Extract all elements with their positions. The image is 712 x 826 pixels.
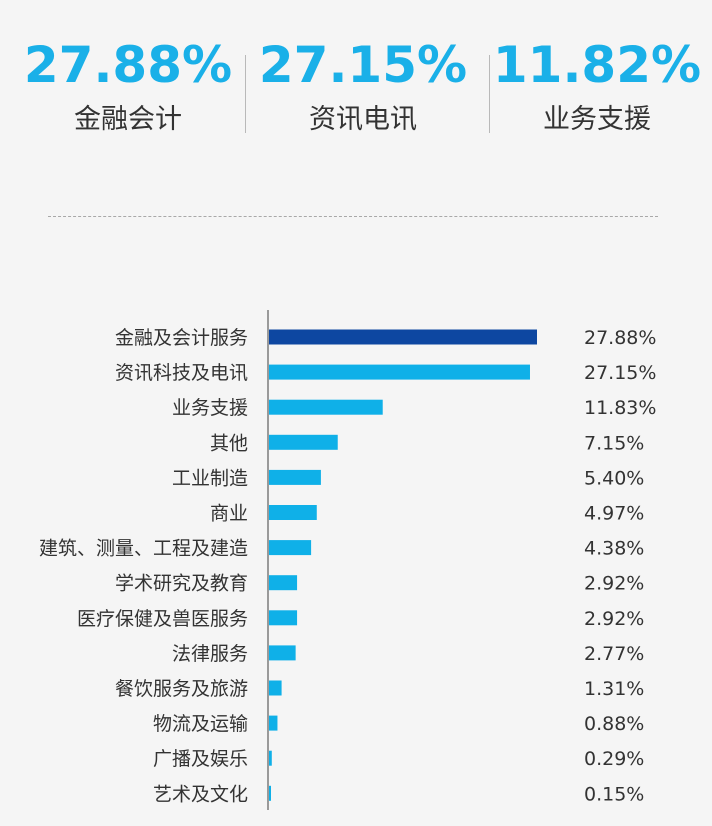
y-axis-line: [267, 310, 269, 810]
bar: [269, 750, 272, 766]
category-label: 法律服务: [172, 643, 248, 665]
category-label: 工业制造: [172, 467, 248, 489]
category-label: 业务支援: [172, 397, 248, 419]
value-label: 27.88%: [584, 327, 656, 349]
summary-stats: 27.88% 金融会计 27.15% 资讯电讯 11.82% 业务支援: [0, 30, 712, 150]
value-label: 7.15%: [584, 432, 644, 454]
stat-label: 业务支援: [543, 104, 651, 135]
value-label: 2.92%: [584, 573, 644, 595]
bar: [269, 575, 298, 591]
value-label: 11.83%: [584, 397, 656, 419]
stat-value: 27.88%: [23, 36, 233, 94]
stat-finance: 27.88% 金融会计: [13, 30, 243, 140]
bar: [269, 505, 317, 520]
category-label: 物流及运输: [153, 713, 248, 735]
bar: [269, 680, 282, 696]
bar: [269, 329, 537, 345]
stat-label: 金融会计: [74, 104, 182, 135]
category-label: 学术研究及教育: [115, 573, 248, 595]
value-label: 4.38%: [584, 538, 644, 560]
bar: [269, 434, 338, 450]
bar: [269, 540, 312, 556]
section-divider: [48, 216, 658, 217]
bar: [269, 645, 296, 661]
value-label: 27.15%: [584, 362, 656, 384]
value-label: 2.77%: [584, 643, 644, 665]
bar: [269, 785, 271, 801]
stat-it-telecom: 27.15% 资讯电讯: [248, 30, 478, 140]
value-label: 0.15%: [584, 783, 644, 805]
stat-value: 11.82%: [492, 36, 702, 94]
category-label: 医疗保健及兽医服务: [77, 608, 248, 630]
category-label: 金融及会计服务: [115, 327, 248, 349]
stat-label: 资讯电讯: [309, 104, 417, 135]
bar: [269, 715, 278, 731]
stat-divider: [489, 55, 490, 133]
category-label: 建筑、测量、工程及建造: [39, 538, 248, 560]
category-label: 资讯科技及电讯: [115, 362, 248, 384]
category-label: 广播及娱乐: [153, 748, 248, 770]
category-label: 艺术及文化: [153, 783, 248, 805]
value-label: 4.97%: [584, 503, 644, 525]
stat-value: 27.15%: [258, 36, 468, 94]
stat-divider: [245, 55, 246, 133]
bar: [269, 610, 298, 626]
bar: [269, 469, 321, 485]
value-label: 1.31%: [584, 678, 644, 700]
bar: [269, 364, 530, 380]
value-label: 0.29%: [584, 748, 644, 770]
category-label: 餐饮服务及旅游: [115, 678, 248, 700]
stat-business-support: 11.82% 业务支援: [482, 30, 712, 140]
category-label: 商业: [210, 503, 248, 525]
value-label: 2.92%: [584, 608, 644, 630]
category-label: 其他: [210, 432, 248, 454]
value-label: 0.88%: [584, 713, 644, 735]
value-label: 5.40%: [584, 467, 644, 489]
bar: [269, 399, 383, 415]
